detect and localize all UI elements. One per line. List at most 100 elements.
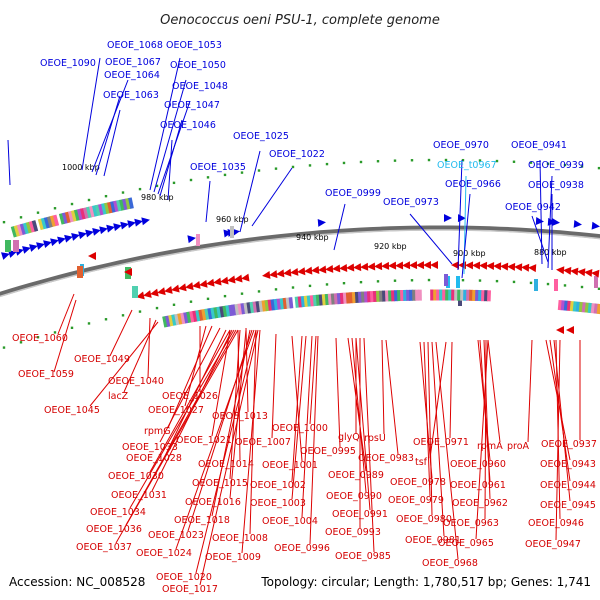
scale-dot (223, 294, 227, 298)
forward-cog-block (13, 225, 21, 237)
reverse-label-line (381, 339, 385, 435)
reverse-gene-label: OEOE_0990 (326, 491, 382, 502)
reverse-label-line (271, 333, 277, 439)
reverse-cog-block (391, 290, 395, 302)
reverse-label-line (309, 335, 319, 545)
scale-dot (53, 207, 57, 210)
reverse-label-line (159, 327, 221, 443)
forward-cog-block (73, 209, 81, 221)
forward-gene-arrow (64, 234, 73, 243)
reverse-label-line (89, 321, 159, 407)
forward-cog-block (52, 214, 60, 227)
forward-gene-label: OEOE_1047 (164, 100, 220, 111)
forward-label-line (81, 57, 101, 171)
forward-cog-block (113, 200, 119, 213)
forward-cog-block (85, 206, 93, 219)
forward-cog-block (25, 221, 33, 234)
reverse-gene-arrow (360, 262, 369, 271)
reverse-label-line (335, 337, 341, 448)
forward-label-line (409, 213, 453, 265)
reverse-cog-block (457, 289, 461, 301)
forward-gene-arrow (120, 221, 129, 230)
reverse-gene-arrow (570, 267, 579, 276)
reverse-label-line (527, 339, 533, 443)
scale-dot (546, 162, 550, 165)
forward-cog-block (125, 198, 131, 210)
reverse-cog-block (454, 289, 458, 301)
reverse-gene-label: proA (507, 441, 530, 452)
scale-dot (597, 166, 600, 170)
scale-dot (87, 198, 91, 202)
scale-dot (206, 297, 210, 301)
scale-dot (121, 191, 125, 194)
forward-label-line (531, 215, 549, 263)
scale-dot (512, 160, 516, 163)
forward-cog-block (82, 207, 90, 219)
reverse-gene-arrow (409, 261, 418, 270)
reverse-label-line (245, 327, 249, 413)
reverse-gene-arrow (192, 280, 201, 289)
reverse-gene-label: OEOE_1034 (90, 507, 146, 518)
forward-gene-label: OEOE_1063 (103, 90, 159, 101)
reverse-gene-label: OEOE_1026 (162, 391, 218, 402)
reverse-label-line (184, 325, 207, 407)
reverse-gene-label: lacZ (108, 391, 129, 402)
scale-dot (393, 279, 397, 282)
scale-dot (376, 280, 380, 283)
scale-dot (70, 202, 74, 206)
reverse-cog-block (375, 290, 381, 302)
reverse-gene-label: OEOE_1037 (76, 542, 132, 553)
reverse-cog-block (360, 291, 366, 303)
forward-cog-block (196, 234, 200, 246)
forward-label-line (333, 203, 346, 251)
reverse-gene-label: OEOE_0963 (443, 518, 499, 529)
topology-text: Topology: circular; Length: 1,780,517 bp… (260, 575, 591, 589)
forward-cog-block (22, 222, 30, 235)
forward-gene-label: OEOE_1067 (105, 57, 161, 68)
reverse-gene-label: OEOE_0965 (438, 538, 494, 549)
reverse-gene-arrow (367, 262, 376, 271)
reverse-label-line (211, 329, 251, 517)
scale-dot (495, 279, 499, 283)
reverse-gene-arrow (318, 265, 327, 274)
forward-gene-label: OEOE_1064 (104, 70, 160, 81)
scale-dot (461, 158, 465, 162)
forward-gene-label: OEOE_1050 (170, 60, 226, 71)
reverse-gene-arrow (381, 261, 390, 270)
reverse-gene-arrow (521, 263, 530, 272)
forward-cog-block (444, 274, 448, 286)
reverse-label-line (211, 329, 231, 437)
reverse-cog-block (475, 289, 479, 302)
reverse-gene-arrow (199, 279, 208, 288)
reverse-cog-block (439, 289, 443, 301)
forward-cog-block (122, 198, 128, 211)
reverse-cog-block (400, 289, 404, 302)
reverse-cog-block (451, 289, 455, 301)
reverse-gene-label: OEOE_1021 (176, 435, 232, 446)
reverse-cog-block (5, 240, 11, 252)
reverse-gene-label: OEOE_1040 (108, 376, 164, 387)
forward-cog-block (89, 205, 95, 218)
reverse-cog-block (171, 314, 177, 326)
reverse-gene-label: OEOE_0943 (540, 459, 596, 470)
forward-gene-label: OEOE_0966 (445, 179, 501, 190)
reverse-gene-label: OEOE_1033 (122, 442, 178, 453)
reverse-cog-block (132, 286, 138, 298)
reverse-label-line (115, 329, 239, 544)
reverse-cog-block (415, 289, 419, 301)
reverse-gene-label: OEOE_1008 (212, 533, 268, 544)
reverse-cog-block (472, 289, 476, 301)
forward-gene-label: OEOE_1046 (160, 120, 216, 131)
reverse-gene-label: OEOE_1007 (235, 437, 291, 448)
reverse-cog-block (412, 289, 416, 301)
forward-gene-arrow (591, 221, 600, 230)
reverse-cog-block (369, 291, 375, 303)
forward-gene-arrow (141, 217, 150, 226)
reverse-gene-arrow (136, 291, 145, 300)
scale-dot (138, 187, 142, 191)
reverse-gene-arrow (178, 283, 187, 292)
reverse-gene-label: rpsU (364, 433, 386, 444)
scale-tick-label: 920 kbp (374, 242, 407, 251)
